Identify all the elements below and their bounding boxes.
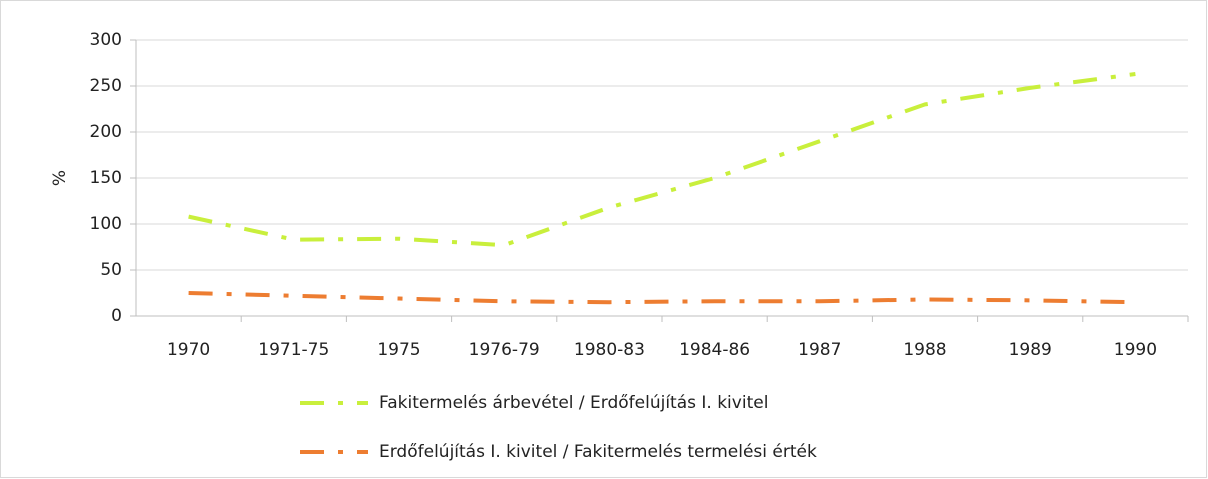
line-series (188, 72, 1136, 248)
x-tick-label: 1989 (1009, 340, 1052, 360)
x-tick-label: 1970 (167, 340, 210, 360)
x-tick-label: 1971-75 (258, 340, 329, 360)
y-tick-label: 200 (90, 122, 122, 142)
x-tick-label: 1988 (903, 340, 946, 360)
y-axis-label: % (50, 170, 70, 186)
x-tick-label: 1975 (377, 340, 420, 360)
y-tick-label: 50 (100, 260, 122, 280)
legend-label: Fakitermelés árbevétel / Erdőfelújítás I… (379, 393, 768, 413)
y-tick-label: 300 (90, 30, 122, 50)
y-tick-label: 250 (90, 76, 122, 96)
y-tick-label: 0 (111, 306, 122, 326)
x-tick-label: 1976-79 (469, 340, 540, 360)
x-tick-label: 1990 (1114, 340, 1157, 360)
x-tick-label: 1987 (798, 340, 841, 360)
line-series (188, 291, 1136, 305)
x-tick-label: 1984-86 (679, 340, 750, 360)
y-tick-label: 100 (90, 214, 122, 234)
y-tick-label: 150 (90, 168, 122, 188)
legend-label: Erdőfelújítás I. kivitel / Fakitermelés … (379, 442, 817, 462)
x-tick-label: 1980-83 (574, 340, 645, 360)
